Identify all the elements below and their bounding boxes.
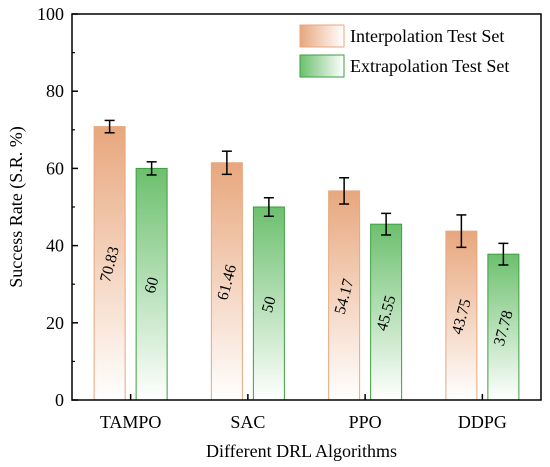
error-bar	[104, 119, 115, 134]
y-tick-label: 100	[37, 4, 64, 24]
y-tick-label: 40	[46, 236, 64, 256]
y-tick-label: 0	[55, 390, 64, 410]
y-tick-label: 80	[46, 81, 64, 101]
bar-extrapolation-ddpg	[487, 253, 520, 401]
x-axis-title: Different DRL Algorithms	[206, 441, 397, 461]
bar-value-label: 60	[142, 275, 163, 295]
y-tick-label: 60	[46, 158, 64, 178]
error-bar	[498, 242, 509, 266]
x-tick-label: PPO	[349, 412, 382, 432]
bars-layer	[93, 126, 520, 401]
error-bar	[456, 214, 467, 249]
legend-label-extrapolation: Extrapolation Test Set	[350, 56, 509, 76]
error-bars-layer	[104, 119, 509, 266]
error-bar	[221, 150, 232, 176]
y-tick-label: 20	[46, 313, 64, 333]
bar-interpolation-tampo	[93, 126, 126, 401]
y-axis-ticks: 0 20 40 60 80 100	[37, 4, 78, 410]
bar-value-label: 50	[259, 295, 280, 315]
y-axis-title: Success Rate (S.R. %)	[6, 126, 27, 287]
error-bar	[146, 161, 157, 176]
error-bar	[263, 196, 274, 218]
x-axis-ticks: TAMPO SAC PPO DDPG	[100, 394, 507, 432]
legend-swatch-interpolation	[299, 24, 345, 48]
bar-extrapolation-ppo	[370, 223, 403, 401]
bar-extrapolation-sac	[252, 206, 285, 401]
legend-swatch-extrapolation	[299, 54, 345, 78]
legend-label-interpolation: Interpolation Test Set	[350, 26, 504, 46]
legend: Interpolation Test Set Extrapolation Tes…	[299, 24, 509, 78]
error-bar	[381, 212, 392, 236]
x-tick-label: DDPG	[458, 412, 507, 432]
bar-extrapolation-tampo	[135, 167, 168, 401]
x-tick-label: TAMPO	[100, 412, 162, 432]
error-bar	[339, 177, 350, 205]
x-tick-label: SAC	[230, 412, 265, 432]
